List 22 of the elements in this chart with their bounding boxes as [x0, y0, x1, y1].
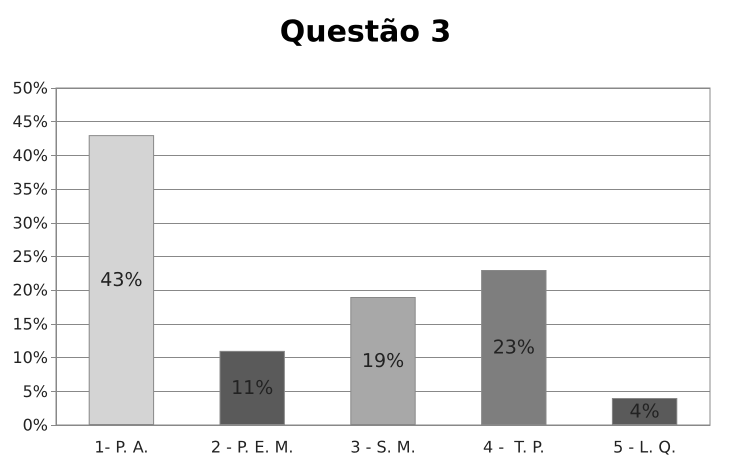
data-label: 43%	[100, 269, 143, 292]
y-tick-label: 10%	[12, 348, 48, 368]
data-label: 23%	[492, 336, 535, 358]
chart-title: Questão 3	[280, 14, 452, 50]
y-tick-label: 20%	[12, 280, 48, 300]
x-tick-label: 5 - L. Q.	[613, 438, 676, 456]
y-tick-label: 45%	[12, 112, 48, 132]
y-tick-label: 25%	[12, 247, 48, 266]
x-tick-label: 3 - S. M.	[350, 438, 416, 456]
y-tick-label: 15%	[12, 314, 48, 334]
y-tick-label: 30%	[12, 213, 48, 232]
y-tick-label: 0%	[22, 416, 48, 434]
y-tick-label: 35%	[12, 180, 48, 199]
x-tick-label: 4 - T. P.	[483, 438, 545, 456]
data-label: 11%	[231, 376, 274, 399]
y-tick-label: 50%	[12, 78, 48, 98]
x-tick-label: 1- P. A.	[94, 438, 148, 456]
y-tick-label: 5%	[22, 382, 48, 401]
data-label: 4%	[630, 400, 660, 423]
y-tick-label: 40%	[12, 146, 48, 165]
data-label: 19%	[362, 350, 404, 372]
x-tick-label: 2 - P. E. M.	[210, 438, 294, 456]
